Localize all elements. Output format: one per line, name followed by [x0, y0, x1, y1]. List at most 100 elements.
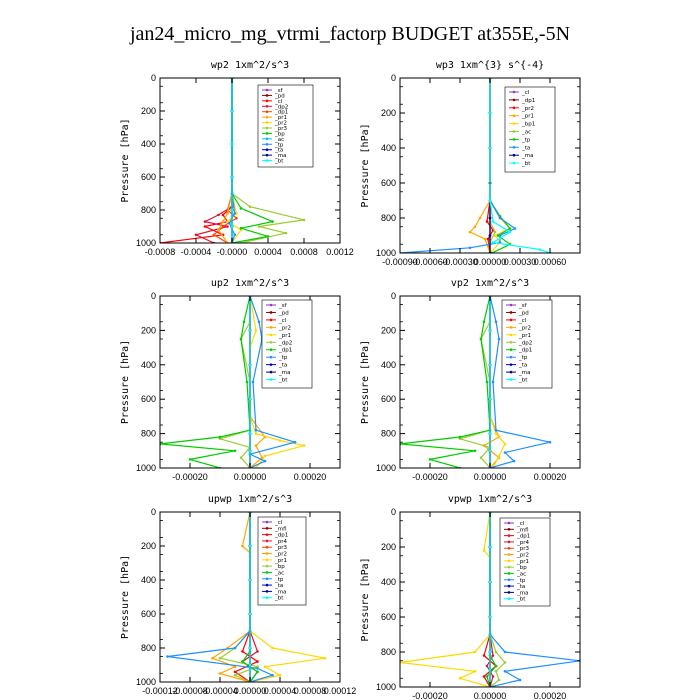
data-point [518, 678, 522, 682]
legend-entry: _ta [518, 363, 527, 369]
y-tick-label: 0 [151, 73, 156, 83]
x-tick-label: 0.00000 [234, 686, 267, 696]
y-tick-label: 800 [381, 213, 396, 223]
legend-marker [509, 378, 513, 381]
data-point [263, 665, 267, 668]
legend-marker [507, 528, 511, 531]
y-tick-label: 800 [141, 205, 156, 215]
legend-marker [265, 142, 269, 146]
y-tick-label: 1000 [376, 248, 396, 258]
legend-marker [265, 126, 269, 130]
data-point [218, 437, 222, 441]
data-point [212, 233, 216, 237]
data-point [263, 454, 267, 458]
data-point [230, 142, 234, 146]
y-tick-label: 400 [141, 360, 156, 370]
y-tick-label: 600 [141, 609, 156, 619]
data-point [428, 458, 432, 461]
data-point [503, 451, 507, 454]
legend-entry: _bt [518, 378, 528, 384]
data-point [494, 428, 498, 432]
data-point [221, 220, 225, 223]
data-point [248, 363, 252, 367]
y-axis-label: Pressure [hPa] [360, 557, 371, 641]
data-point [248, 578, 252, 582]
data-point [458, 437, 462, 441]
legend-entry: _pr2 [274, 552, 287, 558]
data-point [473, 225, 477, 229]
data-point [257, 225, 261, 228]
y-axis-label: Pressure [hPa] [120, 340, 131, 424]
data-point [217, 213, 220, 217]
y-tick-label: 400 [381, 360, 396, 370]
data-point [241, 660, 244, 663]
data-point [458, 677, 462, 680]
legend-marker [265, 104, 269, 108]
data-point [458, 435, 462, 439]
data-point [230, 109, 234, 113]
series-group [166, 512, 327, 682]
data-point [482, 320, 486, 324]
figure-title: jan24_micro_mg_vtrmi_factorp BUDGET at35… [129, 23, 570, 45]
data-point [494, 650, 498, 654]
x-tick-label: 0.00000 [474, 691, 507, 700]
data-point [482, 675, 486, 678]
legend-marker [512, 114, 516, 117]
legend-entry: _cl [521, 90, 530, 96]
data-point [488, 580, 492, 584]
data-point [302, 444, 306, 447]
legend-marker [265, 132, 269, 135]
data-point [473, 670, 477, 673]
data-point [278, 673, 282, 677]
legend-entry: _pd [518, 310, 529, 316]
legend-entry: _pr2 [278, 325, 291, 331]
legend-marker [265, 94, 269, 97]
legend-entry: _pr1 [278, 333, 291, 339]
x-tick-label: 0.00060 [534, 257, 567, 267]
data-point [508, 230, 512, 234]
panel-5: 0 200 400 600 800 1000 -0.00020 0.00000 0.00020 v… [360, 494, 581, 700]
data-point [266, 235, 270, 238]
legend-entry: _ac [274, 137, 284, 143]
legend-marker [265, 583, 269, 587]
legend-entry: _pr1 [518, 333, 531, 339]
legend-entry: _pr2 [518, 325, 531, 331]
data-point [293, 440, 297, 444]
y-tick-label: 800 [381, 429, 396, 439]
legend-entry: _sf [518, 303, 528, 309]
legend-marker [265, 88, 269, 92]
data-point [239, 456, 243, 460]
x-tick-label: 0.00008 [294, 686, 327, 696]
legend-entry: _ac [521, 130, 531, 136]
data-point [271, 673, 274, 677]
legend-marker [512, 153, 516, 157]
data-point [271, 646, 274, 650]
series-group [400, 296, 552, 468]
legend-marker [512, 146, 516, 149]
legend-entry: _ac [274, 570, 284, 576]
y-tick-label: 600 [381, 178, 396, 188]
data-point [226, 220, 229, 223]
data-point [226, 212, 229, 215]
legend-marker [507, 553, 511, 556]
legend-entry: _tp [516, 578, 526, 584]
data-point [503, 670, 507, 673]
series-line-dp1 [400, 296, 491, 468]
legend-marker [269, 303, 273, 307]
data-point [230, 225, 234, 228]
data-point [188, 458, 192, 461]
legend-marker [265, 110, 269, 114]
data-point [479, 337, 483, 341]
data-point [221, 225, 225, 228]
legend-marker [265, 545, 269, 549]
data-point [468, 246, 472, 250]
y-tick-label: 800 [141, 429, 156, 439]
legend-marker [509, 303, 513, 307]
y-tick-label: 400 [381, 143, 396, 153]
data-point [479, 456, 483, 460]
legend-entry: _ta [274, 583, 283, 589]
data-point [488, 216, 492, 220]
data-point [245, 380, 249, 384]
legend-entry: _cl [274, 99, 283, 105]
data-point [278, 439, 282, 442]
